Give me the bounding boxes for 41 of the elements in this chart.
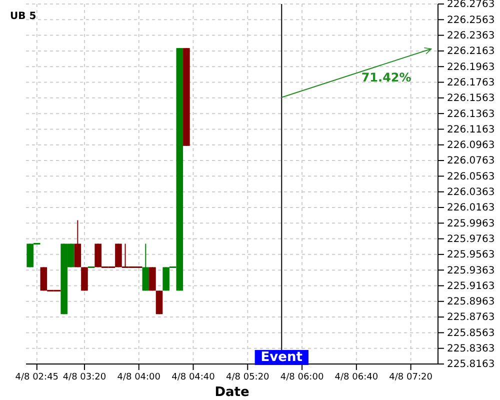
y-tick-label: 226.0963	[447, 140, 495, 152]
y-tick-label: 225.8563	[447, 328, 495, 339]
y-tick-label: 226.0563	[447, 171, 495, 182]
x-tick-label: 4/8 03:20	[62, 372, 106, 382]
y-tick-label: 226.1963	[447, 62, 495, 73]
y-tick-label: 225.9363	[447, 265, 495, 276]
y-tick-label: 225.8763	[447, 312, 495, 324]
x-tick-label: 4/8 04:00	[117, 372, 161, 382]
y-tick-label: 225.9963	[447, 218, 495, 230]
y-tick-label: 226.2363	[447, 30, 495, 42]
x-tick-label: 4/8 06:00	[280, 372, 324, 382]
y-tick-label: 226.2163	[447, 46, 495, 58]
y-tick-label: 225.9763	[447, 234, 495, 245]
y-tick-label: 226.0763	[447, 156, 495, 167]
y-tick-label: 225.8963	[447, 296, 495, 308]
candlestick	[81, 266, 88, 292]
candlestick	[142, 243, 150, 292]
y-tick-label: 225.9563	[447, 250, 495, 261]
y-tick-label: 225.8363	[447, 344, 495, 355]
x-tick-label: 4/8 05:20	[226, 372, 270, 382]
x-axis-title: Date	[214, 385, 250, 400]
x-tick-label: 4/8 02:45	[15, 372, 59, 382]
x-tick-label: 4/8 04:40	[172, 372, 216, 382]
y-tick-label: 226.2763	[447, 0, 495, 10]
y-tick-label: 226.2563	[447, 14, 495, 26]
annotation: 71.42%	[361, 70, 412, 84]
y-tick-label: 226.1763	[447, 77, 495, 88]
y-tick-label: 226.1563	[447, 93, 495, 104]
x-tick-label: 4/8 07:20	[389, 372, 433, 382]
candlestick	[74, 220, 82, 268]
text: UB 5	[10, 11, 36, 22]
candlestick	[156, 290, 163, 315]
x-tick-label: 4/8 06:40	[334, 372, 378, 382]
y-tick-label: 225.9163	[447, 280, 495, 292]
y-tick-label: 226.1363	[447, 108, 495, 120]
y-tick-label: 226.0363	[447, 187, 495, 198]
y-tick-label: 226.1163	[447, 124, 495, 136]
y-tick-label: 226.0163	[447, 202, 495, 214]
y-tick-label: 225.8163	[447, 359, 495, 370]
candlestick	[149, 266, 156, 292]
ref-line-label: Event	[260, 350, 302, 365]
